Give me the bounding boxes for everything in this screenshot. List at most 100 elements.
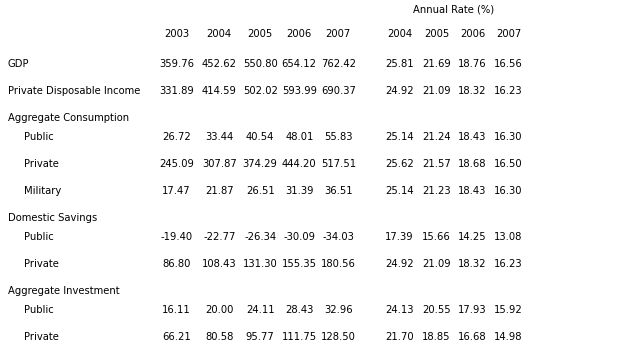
Text: Aggregate Consumption: Aggregate Consumption [8,113,129,123]
Text: 18.43: 18.43 [458,186,487,196]
Text: 16.56: 16.56 [494,59,523,69]
Text: 452.62: 452.62 [202,59,237,69]
Text: 550.80: 550.80 [243,59,278,69]
Text: 180.56: 180.56 [321,259,356,269]
Text: 654.12: 654.12 [282,59,317,69]
Text: Public: Public [24,132,54,142]
Text: 2005: 2005 [248,29,273,39]
Text: 108.43: 108.43 [202,259,236,269]
Text: 55.83: 55.83 [324,132,353,142]
Text: 2005: 2005 [424,29,449,39]
Text: 2003: 2003 [164,29,189,39]
Text: Public: Public [24,232,54,242]
Text: 18.32: 18.32 [458,86,487,96]
Text: 307.87: 307.87 [202,159,237,169]
Text: 18.43: 18.43 [458,132,487,142]
Text: Annual Rate (%): Annual Rate (%) [413,4,494,15]
Text: GDP: GDP [8,59,29,69]
Text: 21.09: 21.09 [422,259,451,269]
Text: -26.34: -26.34 [244,232,276,242]
Text: 40.54: 40.54 [246,132,275,142]
Text: 31.39: 31.39 [285,186,314,196]
Text: 25.62: 25.62 [385,159,414,169]
Text: 15.66: 15.66 [422,232,451,242]
Text: Public: Public [24,305,54,315]
Text: 21.24: 21.24 [422,132,451,142]
Text: 245.09: 245.09 [159,159,194,169]
Text: 25.14: 25.14 [385,186,414,196]
Text: 24.11: 24.11 [246,305,275,315]
Text: 25.14: 25.14 [385,132,414,142]
Text: 15.92: 15.92 [494,305,523,315]
Text: 2006: 2006 [287,29,312,39]
Text: 17.93: 17.93 [458,305,487,315]
Text: 24.13: 24.13 [385,305,414,315]
Text: 16.30: 16.30 [494,132,523,142]
Text: 66.21: 66.21 [162,332,191,342]
Text: 25.81: 25.81 [385,59,414,69]
Text: 24.92: 24.92 [385,86,414,96]
Text: 690.37: 690.37 [321,86,356,96]
Text: Aggregate Investment: Aggregate Investment [8,286,119,296]
Text: Private: Private [24,332,59,342]
Text: Private Disposable Income: Private Disposable Income [8,86,140,96]
Text: 17.47: 17.47 [162,186,191,196]
Text: 331.89: 331.89 [159,86,194,96]
Text: 2004: 2004 [387,29,412,39]
Text: 26.72: 26.72 [162,132,191,142]
Text: 26.51: 26.51 [246,186,275,196]
Text: 16.68: 16.68 [458,332,487,342]
Text: -22.77: -22.77 [203,232,236,242]
Text: 16.30: 16.30 [494,186,523,196]
Text: 762.42: 762.42 [321,59,356,69]
Text: Military: Military [24,186,61,196]
Text: 86.80: 86.80 [162,259,191,269]
Text: 414.59: 414.59 [202,86,237,96]
Text: 2006: 2006 [460,29,485,39]
Text: 36.51: 36.51 [324,186,353,196]
Text: 33.44: 33.44 [205,132,233,142]
Text: 21.70: 21.70 [385,332,414,342]
Text: 80.58: 80.58 [205,332,234,342]
Text: 18.32: 18.32 [458,259,487,269]
Text: 32.96: 32.96 [324,305,353,315]
Text: 18.85: 18.85 [422,332,451,342]
Text: 2004: 2004 [207,29,232,39]
Text: 444.20: 444.20 [282,159,316,169]
Text: 21.57: 21.57 [422,159,451,169]
Text: -34.03: -34.03 [323,232,354,242]
Text: 14.98: 14.98 [494,332,523,342]
Text: 21.23: 21.23 [422,186,451,196]
Text: 2007: 2007 [496,29,521,39]
Text: 155.35: 155.35 [282,259,317,269]
Text: 111.75: 111.75 [282,332,317,342]
Text: 13.08: 13.08 [494,232,523,242]
Text: 18.68: 18.68 [458,159,487,169]
Text: 128.50: 128.50 [321,332,356,342]
Text: 16.23: 16.23 [494,86,523,96]
Text: 16.11: 16.11 [162,305,191,315]
Text: Domestic Savings: Domestic Savings [8,213,97,223]
Text: 24.92: 24.92 [385,259,414,269]
Text: 48.01: 48.01 [285,132,314,142]
Text: 20.00: 20.00 [205,305,234,315]
Text: 16.23: 16.23 [494,259,523,269]
Text: 14.25: 14.25 [458,232,487,242]
Text: -30.09: -30.09 [284,232,315,242]
Text: 16.50: 16.50 [494,159,523,169]
Text: 21.09: 21.09 [422,86,451,96]
Text: 374.29: 374.29 [243,159,278,169]
Text: Private: Private [24,159,59,169]
Text: 359.76: 359.76 [159,59,194,69]
Text: 28.43: 28.43 [285,305,314,315]
Text: 2007: 2007 [326,29,351,39]
Text: 593.99: 593.99 [282,86,317,96]
Text: -19.40: -19.40 [161,232,192,242]
Text: 21.87: 21.87 [205,186,234,196]
Text: 18.76: 18.76 [458,59,487,69]
Text: 131.30: 131.30 [243,259,278,269]
Text: 517.51: 517.51 [321,159,356,169]
Text: 502.02: 502.02 [243,86,278,96]
Text: 95.77: 95.77 [246,332,275,342]
Text: 17.39: 17.39 [385,232,414,242]
